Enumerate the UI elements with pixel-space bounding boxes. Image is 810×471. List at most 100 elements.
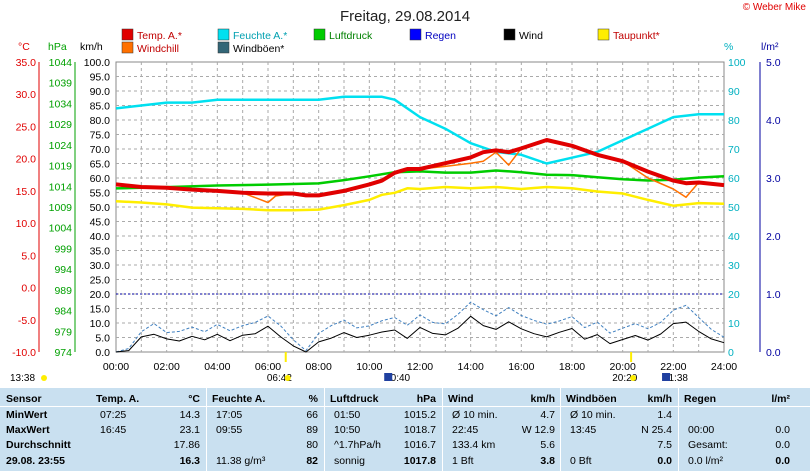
x-tick-label: 00:00	[103, 361, 129, 373]
wind-tick-label: 65.0	[90, 159, 111, 171]
wind-unit-label: km/h	[80, 41, 103, 53]
humidity-unit-label: %	[724, 41, 733, 53]
legend-label: Windböen*	[233, 43, 284, 55]
header-separator	[0, 406, 810, 407]
temp-tick-label: 30.0	[16, 89, 37, 101]
temp-tick-label: 15.0	[16, 186, 37, 198]
cell-value-avg: 1016.7	[403, 439, 436, 451]
wind-tick-label: 80.0	[90, 115, 111, 127]
legend-label: Luftdruck	[329, 30, 373, 42]
cell-time-avg: Gesamt:	[688, 439, 728, 451]
sunset-label: 20:20	[612, 373, 637, 384]
x-tick-label: 20:00	[610, 361, 636, 373]
chart-title: Freitag, 29.08.2014	[340, 8, 470, 25]
humidity-tick-label: 80	[728, 115, 740, 127]
wind-tick-label: 30.0	[90, 260, 111, 272]
humidity-tick-label: 70	[728, 144, 740, 156]
chart-legend: Temp. A.* Feuchte A.* Luftdruck Regen Wind Ta…	[121, 28, 660, 55]
rain-tick-label: 1.0	[766, 289, 781, 301]
wind-tick-label: 60.0	[90, 173, 111, 185]
sunrise-icon	[284, 375, 291, 381]
series-line-feuchtea	[115, 95, 724, 165]
wind-tick-label: 100.0	[84, 57, 110, 69]
humidity-tick-label: 50	[728, 202, 740, 214]
cell-time-max: 16:45	[100, 424, 127, 436]
x-tick-label: 16:00	[508, 361, 534, 373]
cell-time-max: 09:55	[216, 424, 243, 436]
temp-tick-label: 0.0	[21, 283, 36, 295]
series-line-windben	[115, 301, 725, 353]
pressure-tick-label: 1024	[49, 140, 73, 152]
humidity-tick-label: 100	[728, 57, 746, 69]
x-tick-label: 02:00	[154, 361, 180, 373]
cell-time-max: 22:45	[452, 424, 479, 436]
temp-tick-label: -5.0	[18, 315, 36, 327]
cell-value-min: 1.4	[657, 409, 672, 421]
cell-value-avg: 7.5	[657, 439, 672, 451]
pressure-tick-label: 974	[54, 347, 72, 359]
series-line-luftdruck	[115, 169, 725, 190]
cell-time-cur: 11.38 g/m³	[216, 455, 266, 467]
pressure-tick-label: 1004	[49, 223, 73, 235]
humidity-tick-label: 40	[728, 231, 740, 243]
cell-value-avg: 17.86	[173, 439, 200, 451]
wind-tick-label: 70.0	[90, 144, 111, 156]
wind-tick-label: 15.0	[90, 304, 111, 316]
header-unit-press: hPa	[416, 393, 436, 405]
cell-time-cur: sonnig	[334, 455, 365, 467]
legend-swatch	[121, 41, 134, 54]
row-label-avg: Durchschnitt	[6, 439, 71, 451]
cell-value-min: 1015.2	[403, 409, 436, 421]
x-tick-label: 24:00	[711, 361, 737, 373]
stats-panel	[0, 388, 810, 471]
cell-value-avg: 0.0	[775, 439, 790, 451]
cell-time-min: 07:25	[100, 409, 127, 421]
temp-unit-label: °C	[18, 41, 30, 53]
wind-tick-label: 45.0	[90, 217, 111, 229]
humidity-tick-label: 20	[728, 289, 740, 301]
wind-tick-label: 5.0	[95, 333, 110, 345]
cell-value-cur: 0.0	[775, 455, 790, 467]
data-start-label: 13:38	[10, 373, 35, 384]
pressure-tick-label: 1014	[49, 181, 73, 193]
marker-a-label: 10:40	[385, 373, 410, 384]
legend-swatch	[409, 28, 422, 41]
humidity-tick-label: 60	[728, 173, 740, 185]
legend-swatch	[217, 41, 230, 54]
cell-time-max: 00:00	[688, 424, 715, 436]
wind-tick-label: 0.0	[95, 347, 110, 359]
cell-value-cur: 16.3	[179, 455, 200, 467]
cell-value-cur: 3.8	[540, 455, 555, 467]
header-temp: Temp. A.	[96, 393, 140, 405]
cell-value-cur: 0.0	[657, 455, 672, 467]
wind-tick-label: 35.0	[90, 246, 111, 258]
header-unit-temp: °C	[188, 393, 200, 405]
temp-tick-label: 20.0	[16, 154, 37, 166]
chart-series	[115, 95, 725, 353]
cell-value-avg: 5.6	[540, 439, 555, 451]
cell-time-cur: 0.0 l/m²	[688, 455, 724, 467]
cell-value-max: 1018.7	[403, 424, 436, 436]
header-rain: Regen	[684, 393, 717, 405]
x-tick-label: 10:00	[356, 361, 382, 373]
legend-label: Regen	[425, 30, 456, 42]
column-separator	[206, 388, 207, 471]
x-tick-label: 22:00	[660, 361, 686, 373]
cell-value-max: 0.0	[775, 424, 790, 436]
rain-tick-label: 0.0	[766, 347, 781, 359]
pressure-tick-label: 1044	[49, 57, 73, 69]
column-separator	[324, 388, 325, 471]
x-tick-label: 12:00	[407, 361, 433, 373]
header-unit-hum: %	[308, 393, 318, 405]
cell-time-avg: 133.4 km	[452, 439, 496, 451]
legend-label: Temp. A.*	[137, 30, 182, 42]
cell-time-min: 01:50	[334, 409, 361, 421]
header-sensor: Sensor	[6, 393, 42, 405]
wind-tick-label: 90.0	[90, 86, 111, 98]
pressure-tick-label: 1009	[49, 202, 73, 214]
temp-tick-label: -10.0	[12, 347, 36, 359]
rain-tick-label: 2.0	[766, 231, 781, 243]
rain-unit-label: l/m²	[761, 41, 779, 53]
wind-tick-label: 50.0	[90, 202, 111, 214]
column-separator	[560, 388, 561, 471]
